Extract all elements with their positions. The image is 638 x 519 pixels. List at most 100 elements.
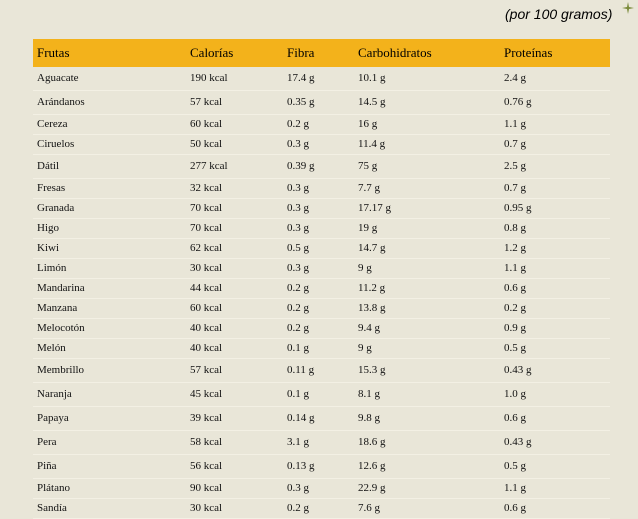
fiber-cell: 0.39 g (287, 160, 315, 172)
fiber-cell: 0.3 g (287, 182, 309, 194)
fiber-cell: 0.2 g (287, 282, 309, 294)
carbs-cell: 9.4 g (358, 322, 380, 334)
fruit-cell: Fresas (37, 182, 66, 194)
calories-cell: 57 kcal (190, 96, 223, 108)
carbs-cell: 15.3 g (358, 364, 386, 376)
calories-cell: 58 kcal (190, 436, 223, 448)
carbs-cell: 9 g (358, 262, 372, 274)
units-caption: (por 100 gramos) (505, 6, 613, 22)
protein-cell: 0.43 g (504, 436, 532, 448)
table-row: Higo 70 kcal 0.3 g 19 g 0.8 g (33, 219, 610, 239)
calories-cell: 57 kcal (190, 364, 223, 376)
fiber-cell: 0.35 g (287, 96, 315, 108)
fiber-cell: 0.2 g (287, 502, 309, 514)
fruit-cell: Pera (37, 436, 57, 448)
fruit-cell: Granada (37, 202, 75, 214)
fiber-cell: 0.3 g (287, 138, 309, 150)
protein-cell: 0.43 g (504, 364, 532, 376)
fiber-cell: 3.1 g (287, 436, 309, 448)
protein-cell: 0.5 g (504, 342, 526, 354)
protein-cell: 1.1 g (504, 482, 526, 494)
fiber-cell: 0.11 g (287, 364, 315, 376)
protein-cell: 0.7 g (504, 138, 526, 150)
fiber-cell: 0.1 g (287, 342, 309, 354)
fruit-cell: Higo (37, 222, 59, 234)
calories-cell: 90 kcal (190, 482, 223, 494)
fruit-cell: Cereza (37, 118, 68, 130)
fiber-cell: 17.4 g (287, 72, 315, 84)
protein-cell: 0.6 g (504, 282, 526, 294)
carbs-cell: 10.1 g (358, 72, 386, 84)
table-row: Papaya 39 kcal 0.14 g 9.8 g 0.6 g (33, 407, 610, 431)
table-row: Pera 58 kcal 3.1 g 18.6 g 0.43 g (33, 431, 610, 455)
calories-cell: 50 kcal (190, 138, 223, 150)
fruit-cell: Piña (37, 460, 57, 472)
header-protein: Proteínas (504, 45, 553, 60)
table-row: Membrillo 57 kcal 0.11 g 15.3 g 0.43 g (33, 359, 610, 383)
protein-cell: 0.7 g (504, 182, 526, 194)
carbs-cell: 12.6 g (358, 460, 386, 472)
calories-cell: 190 kcal (190, 72, 228, 84)
carbs-cell: 11.2 g (358, 282, 386, 294)
protein-cell: 2.5 g (504, 160, 526, 172)
fiber-cell: 0.13 g (287, 460, 315, 472)
table-row: Arándanos 57 kcal 0.35 g 14.5 g 0.76 g (33, 91, 610, 115)
calories-cell: 60 kcal (190, 302, 223, 314)
fruit-cell: Melocotón (37, 322, 85, 334)
carbs-cell: 18.6 g (358, 436, 386, 448)
table-row: Ciruelos 50 kcal 0.3 g 11.4 g 0.7 g (33, 135, 610, 155)
nutrition-table: Frutas Calorías Fibra Carbohidratos Prot… (33, 39, 610, 519)
protein-cell: 0.95 g (504, 202, 532, 214)
protein-cell: 1.0 g (504, 388, 526, 400)
protein-cell: 1.2 g (504, 242, 526, 254)
fiber-cell: 0.3 g (287, 222, 309, 234)
table-row: Cereza 60 kcal 0.2 g 16 g 1.1 g (33, 115, 610, 135)
carbs-cell: 14.5 g (358, 96, 386, 108)
protein-cell: 0.6 g (504, 502, 526, 514)
table-row: Fresas 32 kcal 0.3 g 7.7 g 0.7 g (33, 179, 610, 199)
fruit-cell: Manzana (37, 302, 78, 314)
carbs-cell: 22.9 g (358, 482, 386, 494)
fruit-cell: Dátil (37, 160, 59, 172)
fruit-cell: Naranja (37, 388, 72, 400)
protein-cell: 0.9 g (504, 322, 526, 334)
carbs-cell: 14.7 g (358, 242, 386, 254)
table-row: Sandía 30 kcal 0.2 g 7.6 g 0.6 g (33, 499, 610, 519)
fruit-cell: Melón (37, 342, 66, 354)
calories-cell: 39 kcal (190, 412, 223, 424)
calories-cell: 70 kcal (190, 222, 223, 234)
calories-cell: 30 kcal (190, 262, 223, 274)
calories-cell: 70 kcal (190, 202, 223, 214)
protein-cell: 0.8 g (504, 222, 526, 234)
calories-cell: 45 kcal (190, 388, 223, 400)
table-row: Manzana 60 kcal 0.2 g 13.8 g 0.2 g (33, 299, 610, 319)
table-row: Piña 56 kcal 0.13 g 12.6 g 0.5 g (33, 455, 610, 479)
table-row: Granada 70 kcal 0.3 g 17.17 g 0.95 g (33, 199, 610, 219)
fiber-cell: 0.14 g (287, 412, 315, 424)
carbs-cell: 19 g (358, 222, 378, 234)
carbs-cell: 75 g (358, 160, 378, 172)
calories-cell: 40 kcal (190, 342, 223, 354)
calories-cell: 277 kcal (190, 160, 228, 172)
table-row: Melocotón 40 kcal 0.2 g 9.4 g 0.9 g (33, 319, 610, 339)
table-row: Dátil 277 kcal 0.39 g 75 g 2.5 g (33, 155, 610, 179)
fruit-cell: Plátano (37, 482, 70, 494)
fruit-cell: Sandía (37, 502, 67, 514)
carbs-cell: 9.8 g (358, 412, 380, 424)
fiber-cell: 0.2 g (287, 322, 309, 334)
calories-cell: 56 kcal (190, 460, 223, 472)
calories-cell: 62 kcal (190, 242, 223, 254)
calories-cell: 44 kcal (190, 282, 223, 294)
protein-cell: 0.6 g (504, 412, 526, 424)
header-calories: Calorías (190, 45, 234, 60)
table-header-row: Frutas Calorías Fibra Carbohidratos Prot… (33, 39, 610, 67)
carbs-cell: 16 g (358, 118, 378, 130)
calories-cell: 40 kcal (190, 322, 223, 334)
calories-cell: 30 kcal (190, 502, 223, 514)
fiber-cell: 0.2 g (287, 302, 309, 314)
fruit-cell: Arándanos (37, 96, 85, 108)
protein-cell: 0.5 g (504, 460, 526, 472)
fiber-cell: 0.3 g (287, 262, 309, 274)
carbs-cell: 13.8 g (358, 302, 386, 314)
carbs-cell: 8.1 g (358, 388, 380, 400)
